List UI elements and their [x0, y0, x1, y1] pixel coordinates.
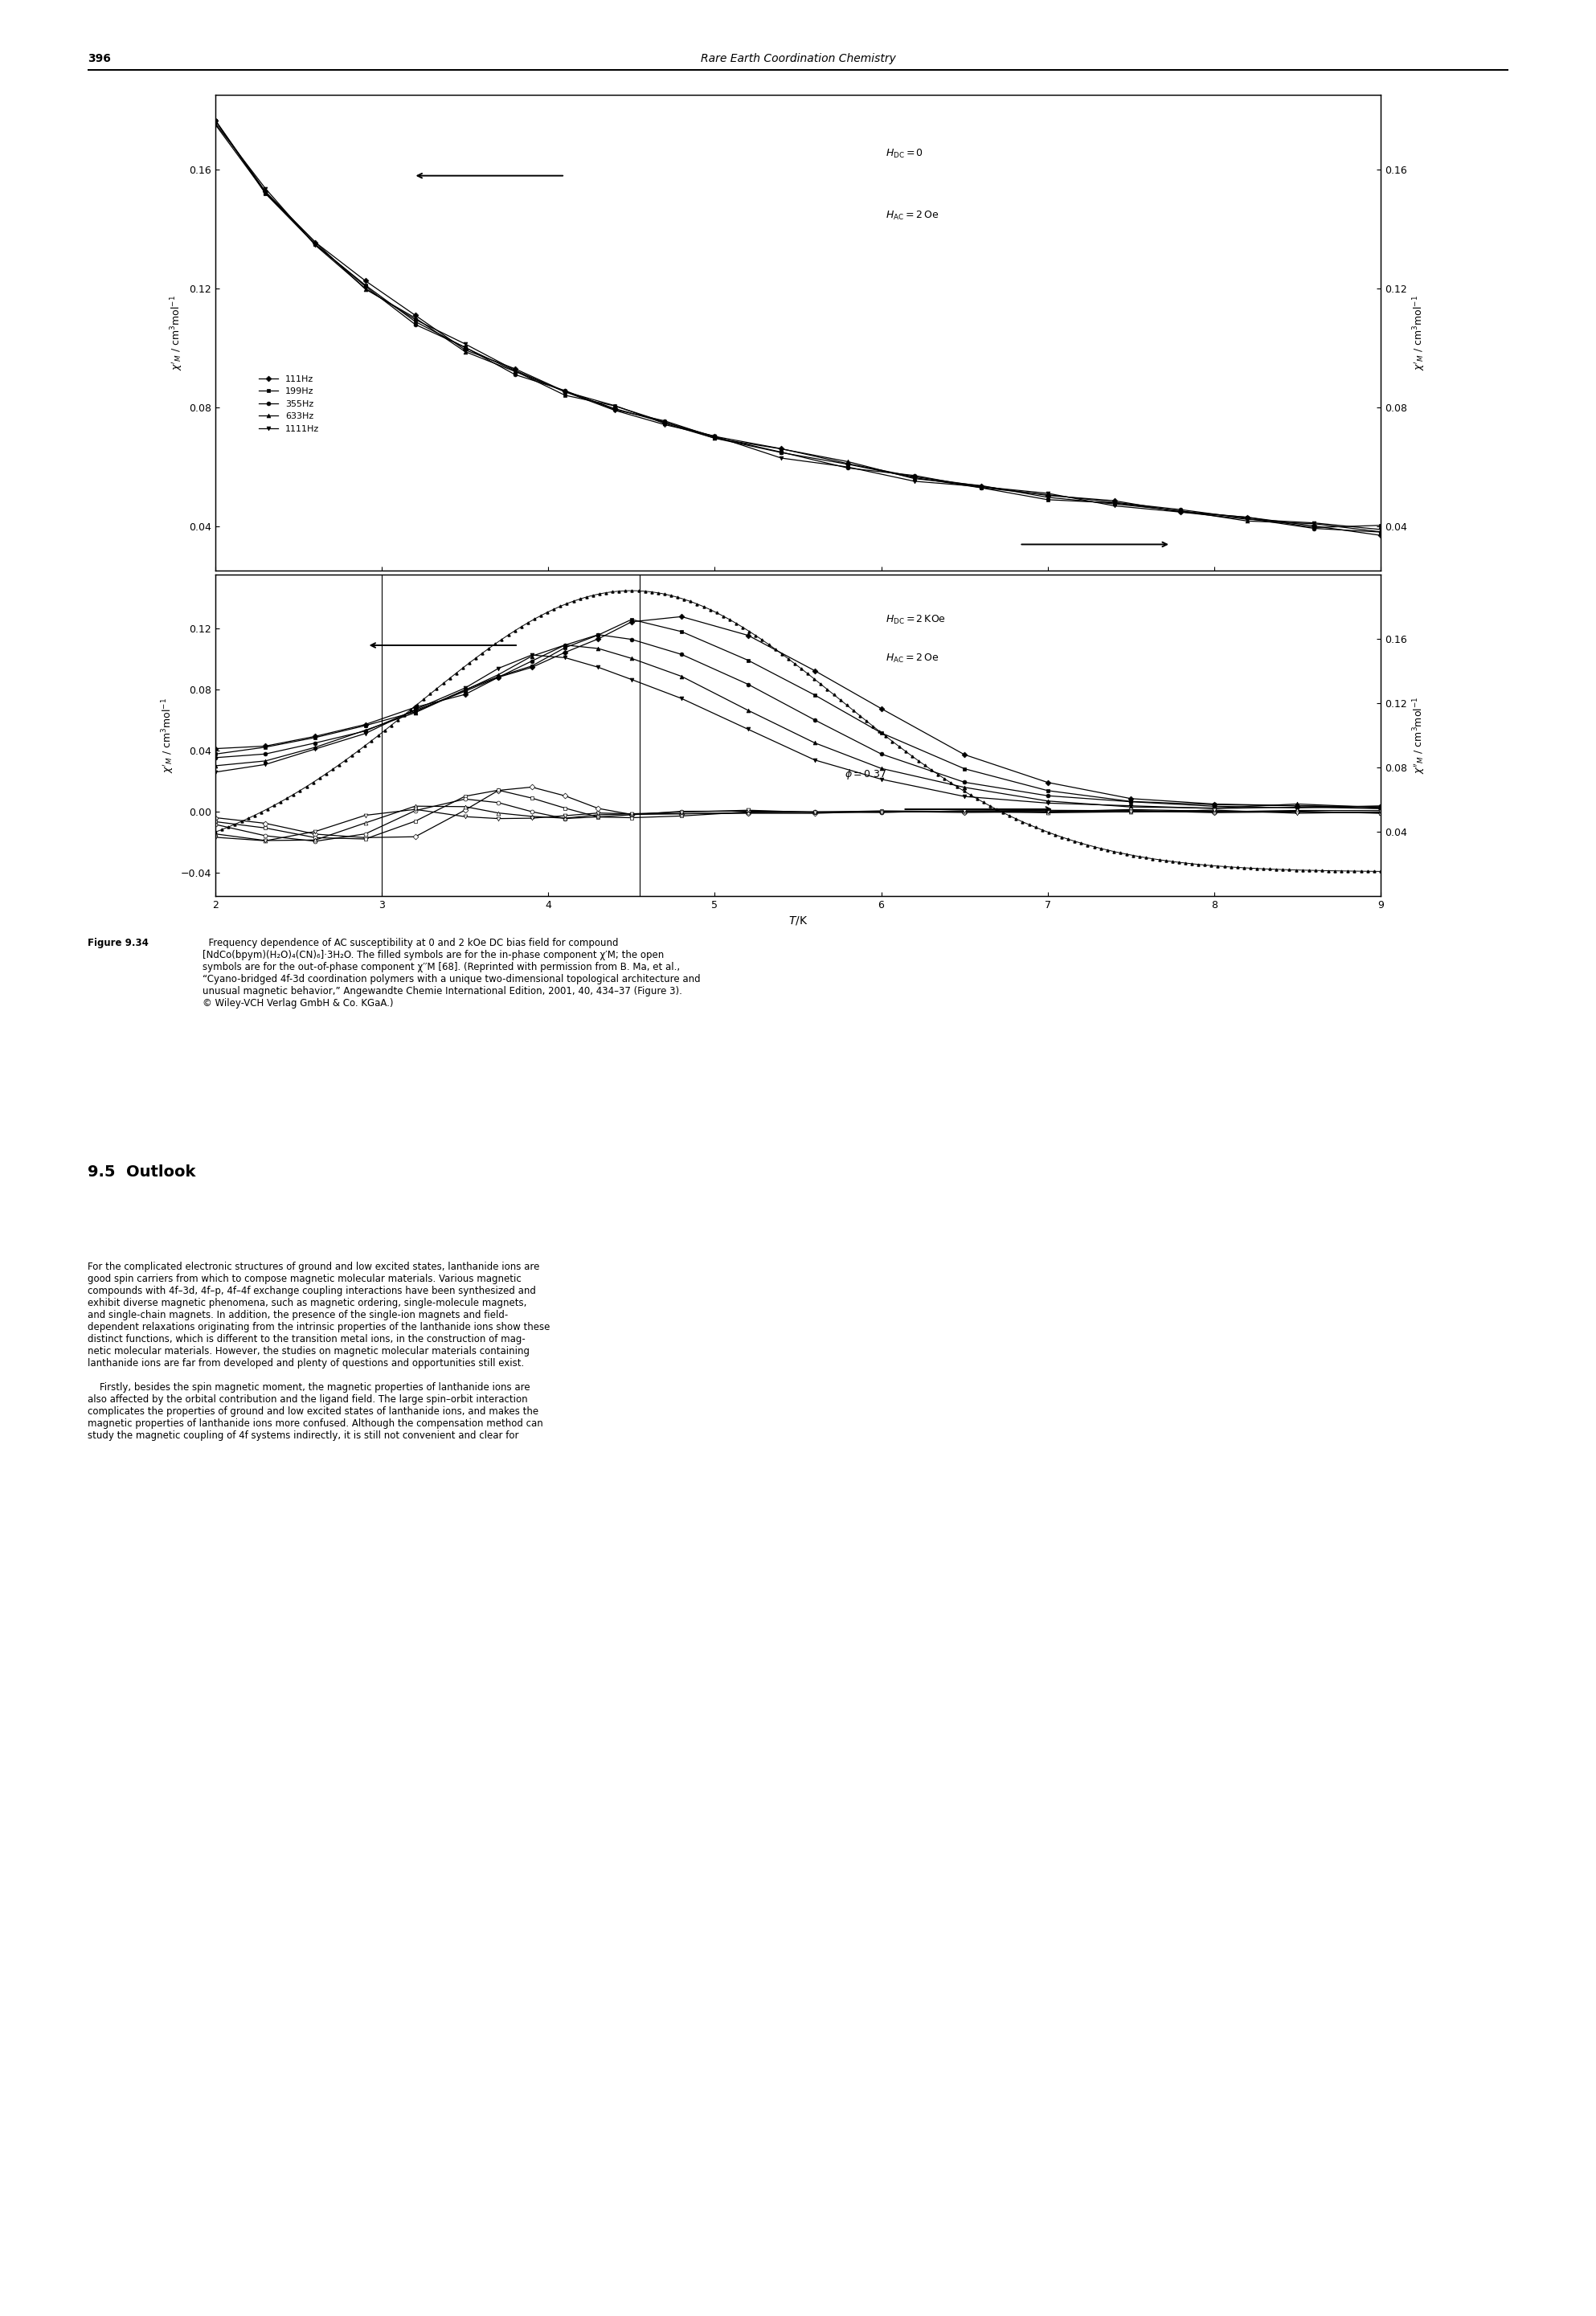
Text: For the complicated electronic structures of ground and low excited states, lant: For the complicated electronic structure…: [88, 1262, 551, 1441]
Text: Figure 9.34: Figure 9.34: [88, 938, 148, 947]
Text: $H_{\mathrm{AC}}=2\,\mathrm{Oe}$: $H_{\mathrm{AC}}=2\,\mathrm{Oe}$: [886, 211, 938, 222]
Text: $\phi=0.37$: $\phi=0.37$: [844, 767, 887, 780]
Text: 396: 396: [88, 53, 112, 65]
X-axis label: $T$/K: $T$/K: [788, 915, 808, 926]
Text: $H_{\mathrm{DC}}=0$: $H_{\mathrm{DC}}=0$: [886, 148, 922, 160]
Y-axis label: $\chi''_M$ / cm$^3$mol$^{-1}$: $\chi''_M$ / cm$^3$mol$^{-1}$: [1411, 697, 1427, 774]
Text: Frequency dependence of AC susceptibility at 0 and 2 kOe DC bias field for compo: Frequency dependence of AC susceptibilit…: [203, 938, 701, 1007]
Text: 9.5  Outlook: 9.5 Outlook: [88, 1165, 196, 1179]
Y-axis label: $\chi'_M$ / cm$^3$mol$^{-1}$: $\chi'_M$ / cm$^3$mol$^{-1}$: [161, 697, 176, 774]
Y-axis label: $\chi'_M$ / cm$^3$mol$^{-1}$: $\chi'_M$ / cm$^3$mol$^{-1}$: [1411, 294, 1427, 371]
Y-axis label: $\chi'_M$ / cm$^3$mol$^{-1}$: $\chi'_M$ / cm$^3$mol$^{-1}$: [169, 294, 185, 371]
Text: $H_{\mathrm{AC}}=2\,\mathrm{Oe}$: $H_{\mathrm{AC}}=2\,\mathrm{Oe}$: [886, 653, 938, 665]
Text: Rare Earth Coordination Chemistry: Rare Earth Coordination Chemistry: [701, 53, 895, 65]
Legend: 111Hz, 199Hz, 355Hz, 633Hz, 1111Hz: 111Hz, 199Hz, 355Hz, 633Hz, 1111Hz: [255, 371, 322, 438]
Text: $H_{\mathrm{DC}}=2\,\mathrm{KOe}$: $H_{\mathrm{DC}}=2\,\mathrm{KOe}$: [886, 614, 946, 625]
